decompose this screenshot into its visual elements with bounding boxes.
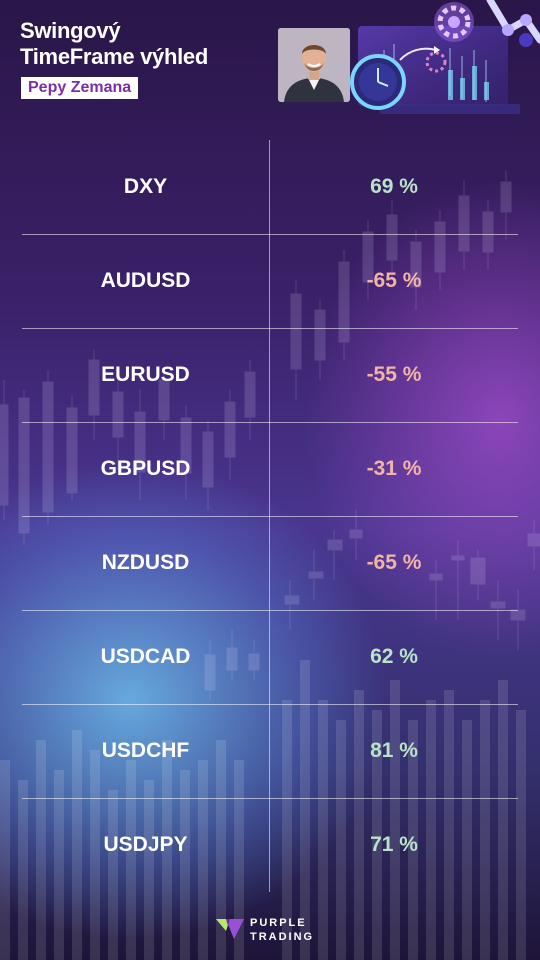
sentiment-value: 81 % <box>370 739 418 762</box>
sentiment-table: DXY 69 % AUDUSD -65 % EURUSD -55 % GBPUSD -31 %… <box>22 140 518 892</box>
sentiment-value: -65 % <box>366 551 422 574</box>
currency-pair-label: EURUSD <box>101 363 190 386</box>
author-photo <box>278 28 350 102</box>
brand-footer: PURPLE TRADING <box>216 914 356 944</box>
table-row: DXY 69 % <box>22 140 518 235</box>
sentiment-value: -31 % <box>366 457 422 480</box>
header: Swingový TimeFrame výhled Pepy Zemana <box>0 0 540 130</box>
table-row: USDCHF 81 % <box>22 704 518 799</box>
currency-pair-label: GBPUSD <box>100 457 191 480</box>
sentiment-value: 69 % <box>370 175 418 198</box>
clock-gear-illustration <box>340 0 540 130</box>
sentiment-value: -55 % <box>366 363 422 386</box>
currency-pair-label: DXY <box>123 175 168 198</box>
title-line-1: Swingový <box>20 18 121 43</box>
currency-pair-label: AUDUSD <box>100 269 191 292</box>
brand-line-1: PURPLE <box>250 917 307 929</box>
table-row: NZDUSD -65 % <box>22 516 518 611</box>
currency-pair-label: USDCAD <box>100 645 191 668</box>
currency-pair-label: USDCHF <box>101 739 190 762</box>
title-line-2: TimeFrame výhled <box>20 44 208 69</box>
table-row: EURUSD -55 % <box>22 328 518 423</box>
brand-line-2: TRADING <box>250 931 315 943</box>
table-row: GBPUSD -31 % <box>22 422 518 517</box>
purple-trading-logo-icon <box>216 919 244 939</box>
brand-name: PURPLE TRADING <box>250 916 314 944</box>
sentiment-value: 71 % <box>370 833 418 856</box>
author-badge: Pepy Zemana <box>21 77 139 99</box>
table-row: USDJPY 71 % <box>22 798 518 892</box>
currency-pair-label: NZDUSD <box>101 551 190 574</box>
currency-pair-label: USDJPY <box>103 833 188 856</box>
table-row: USDCAD 62 % <box>22 610 518 705</box>
page-title: Swingový TimeFrame výhled <box>20 18 208 70</box>
sentiment-value: -65 % <box>366 269 422 292</box>
table-row: AUDUSD -65 % <box>22 234 518 329</box>
sentiment-value: 62 % <box>370 645 418 668</box>
